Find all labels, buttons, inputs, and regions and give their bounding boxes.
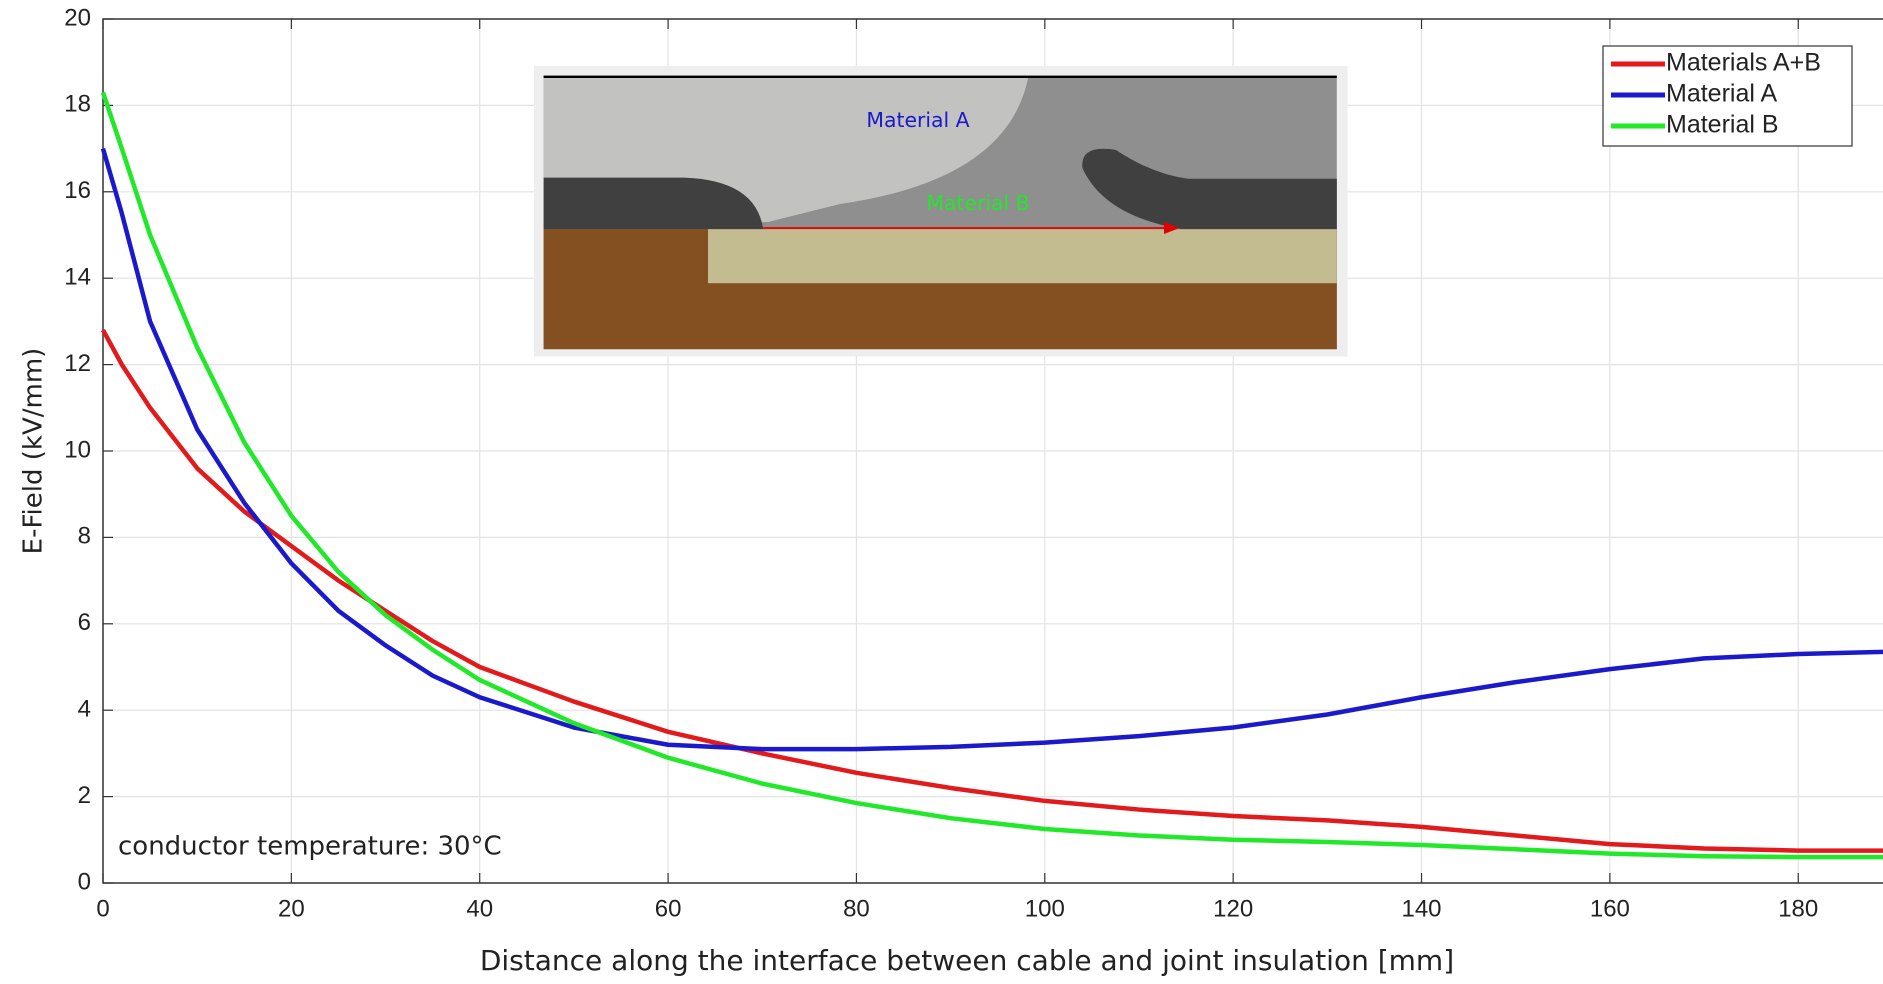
x-tick-label: 60 <box>655 895 682 922</box>
y-tick-label: 18 <box>64 91 91 118</box>
y-tick-label: 0 <box>78 868 91 895</box>
y-tick-label: 8 <box>78 523 91 550</box>
electrode-left <box>543 177 764 230</box>
data-line <box>100 91 1883 860</box>
x-tick-label: 160 <box>1590 895 1630 922</box>
x-tick-label: 140 <box>1401 895 1441 922</box>
y-tick-label: 2 <box>78 782 91 809</box>
y-tick-label: 10 <box>64 436 91 463</box>
y-tick-label: 20 <box>64 4 91 31</box>
axes-frame <box>102 18 1883 884</box>
x-axis-label: Distance along the interface between cab… <box>480 944 1454 977</box>
y-tick-label: 16 <box>64 177 91 204</box>
y-tick-label: 4 <box>78 696 91 723</box>
inset-label: Material A <box>866 108 969 132</box>
electrode-right <box>1082 148 1337 230</box>
x-tick-label: 80 <box>843 895 870 922</box>
x-tick-label: 40 <box>466 895 493 922</box>
x-tick-label: 0 <box>96 895 109 922</box>
y-tick-label: 12 <box>64 350 91 377</box>
y-axis-label: E-Field (kV/mm) <box>19 348 49 555</box>
x-tick-label: 100 <box>1025 895 1065 922</box>
legend-label: Material A <box>1666 80 1777 108</box>
y-tick-label: 6 <box>78 609 91 636</box>
annotation: conductor temperature: 30°C <box>118 832 502 862</box>
data-line <box>100 147 1883 752</box>
legend-label: Materials A+B <box>1666 49 1821 77</box>
legend-label: Material B <box>1666 111 1779 139</box>
cable-insulation <box>708 229 1337 284</box>
x-tick-label: 180 <box>1778 895 1818 922</box>
inset-diagram: Material A Material B <box>534 66 1348 357</box>
inset-label: Material B <box>926 191 1029 215</box>
y-tick-label: 14 <box>64 264 91 291</box>
x-tick-label: 20 <box>278 895 305 922</box>
legend: Materials A+B Material A Material B <box>1602 45 1853 147</box>
x-tick-label: 120 <box>1213 895 1253 922</box>
arrow-head <box>1164 222 1180 235</box>
data-line <box>101 328 1883 853</box>
